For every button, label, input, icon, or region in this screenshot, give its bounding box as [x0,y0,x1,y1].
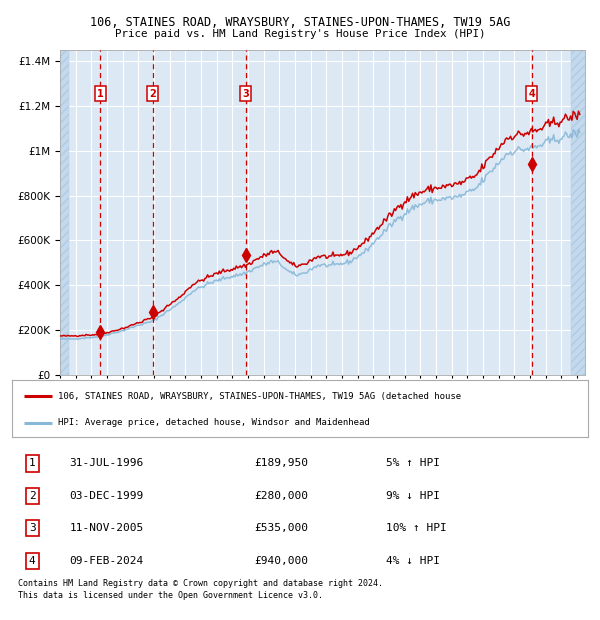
Text: 4: 4 [529,89,535,99]
Bar [571,50,585,375]
Bar [60,50,69,375]
Text: 2: 2 [149,89,156,99]
Text: £189,950: £189,950 [254,458,308,469]
Text: 5% ↑ HPI: 5% ↑ HPI [386,458,440,469]
Text: 2: 2 [29,491,35,501]
Text: £940,000: £940,000 [254,556,308,565]
Text: 31-JUL-1996: 31-JUL-1996 [70,458,144,469]
Text: Contains HM Land Registry data © Crown copyright and database right 2024.: Contains HM Land Registry data © Crown c… [18,578,383,588]
Text: £280,000: £280,000 [254,491,308,501]
Text: HPI: Average price, detached house, Windsor and Maidenhead: HPI: Average price, detached house, Wind… [58,418,370,427]
Text: Price paid vs. HM Land Registry's House Price Index (HPI): Price paid vs. HM Land Registry's House … [115,29,485,39]
Text: 3: 3 [242,89,249,99]
Text: 09-FEB-2024: 09-FEB-2024 [70,556,144,565]
Text: 10% ↑ HPI: 10% ↑ HPI [386,523,447,533]
Text: 11-NOV-2005: 11-NOV-2005 [70,523,144,533]
Text: 106, STAINES ROAD, WRAYSBURY, STAINES-UPON-THAMES, TW19 5AG: 106, STAINES ROAD, WRAYSBURY, STAINES-UP… [90,16,510,29]
Text: This data is licensed under the Open Government Licence v3.0.: This data is licensed under the Open Gov… [18,591,323,600]
Text: 1: 1 [97,89,104,99]
Text: 9% ↓ HPI: 9% ↓ HPI [386,491,440,501]
Text: 03-DEC-1999: 03-DEC-1999 [70,491,144,501]
Text: 3: 3 [29,523,35,533]
Text: 4% ↓ HPI: 4% ↓ HPI [386,556,440,565]
Text: £535,000: £535,000 [254,523,308,533]
Text: 1: 1 [29,458,35,469]
Text: 4: 4 [29,556,35,565]
Text: 106, STAINES ROAD, WRAYSBURY, STAINES-UPON-THAMES, TW19 5AG (detached house: 106, STAINES ROAD, WRAYSBURY, STAINES-UP… [58,392,461,401]
